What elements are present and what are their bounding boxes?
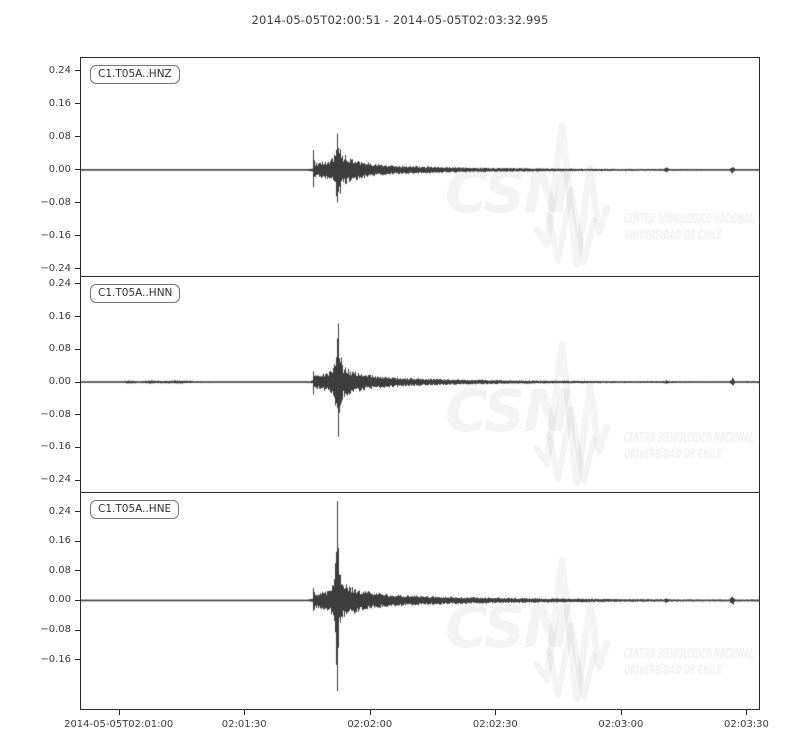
x-tick-mark [118,710,120,715]
x-tick-label: 02:03:30 [723,719,769,730]
x-tick-mark [746,710,748,715]
y-tick-label: 0.00 [48,376,71,388]
y-tick-mark [75,479,81,481]
y-tick-label: 0.16 [48,97,71,109]
y-tick-mark [75,136,81,138]
y-tick-mark [75,103,81,105]
x-tick-mark [495,710,497,715]
y-tick-label: 0.08 [48,343,71,355]
x-tick-label: 02:02:00 [347,719,393,730]
seismic-trace [81,277,759,492]
seismic-trace [81,493,759,709]
y-tick-mark [75,540,81,542]
x-tick-mark [620,710,622,715]
y-tick-label: 0.24 [48,64,71,76]
y-tick-label: 0.16 [48,535,71,547]
y-tick-mark [75,316,81,318]
y-tick-label: 0.00 [48,163,71,175]
y-tick-label: 0.16 [48,310,71,322]
y-tick-label: −0.08 [40,408,71,420]
y-tick-mark [75,283,81,285]
y-tick-label: −0.08 [40,624,71,636]
figure-title: 2014-05-05T02:00:51 - 2014-05-05T02:03:3… [251,13,549,27]
y-tick-mark [75,599,81,601]
x-tick-mark [244,710,246,715]
channel-id-label: C1.T05A..HNZ [90,65,180,84]
y-tick-mark [75,446,81,448]
y-tick-label: 0.00 [48,594,71,606]
waveform-panel-hnz: CSN CENTRO SISMOLÓGICO NACIONAL UNIVERSI… [40,57,760,277]
x-tick-label: 02:02:30 [472,719,518,730]
y-tick-label: −0.16 [40,653,71,665]
y-tick-label: −0.24 [40,262,71,274]
seismic-trace [81,58,759,276]
y-tick-label: 0.08 [48,564,71,576]
x-tick-label: 02:01:30 [221,719,267,730]
channel-id-label: C1.T05A..HNN [90,284,181,303]
waveform-figure: CSN CENTRO SISMOLÓGICO NACIONAL UNIVERSI… [40,57,760,710]
y-tick-mark [75,659,81,661]
y-tick-mark [75,511,81,513]
y-tick-mark [75,570,81,572]
y-tick-mark [75,414,81,416]
x-tick-label: 02:03:00 [598,719,644,730]
y-tick-label: −0.16 [40,229,71,241]
waveform-panel-hne: CSN CENTRO SISMOLÓGICO NACIONAL UNIVERSI… [40,492,760,710]
y-tick-mark [75,381,81,383]
y-tick-mark [75,235,81,237]
x-tick-label: 2014-05-05T02:01:00 [64,719,174,730]
y-tick-mark [75,348,81,350]
y-tick-mark [75,169,81,171]
y-tick-mark [75,629,81,631]
y-tick-label: 0.24 [48,277,71,289]
waveform-panel-hnn: CSN CENTRO SISMOLÓGICO NACIONAL UNIVERSI… [40,276,760,493]
y-tick-label: −0.08 [40,196,71,208]
x-tick-mark [369,710,371,715]
y-tick-mark [75,268,81,270]
y-tick-mark [75,70,81,72]
channel-id-label: C1.T05A..HNE [90,500,180,519]
y-tick-label: 0.08 [48,130,71,142]
y-tick-label: −0.16 [40,441,71,453]
y-tick-mark [75,202,81,204]
y-tick-label: −0.24 [40,474,71,486]
y-tick-label: 0.24 [48,505,71,517]
